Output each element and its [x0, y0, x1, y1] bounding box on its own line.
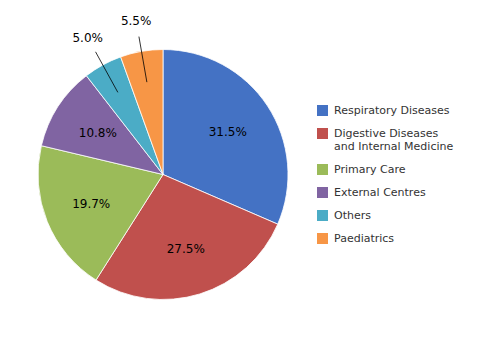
svg-text:10.8%: 10.8%: [79, 126, 117, 140]
svg-text:5.5%: 5.5%: [121, 14, 152, 28]
svg-text:31.5%: 31.5%: [209, 125, 247, 139]
html-text:Paediatrics: Paediatrics: [334, 232, 395, 245]
html-text:and Internal Medicine: and Internal Medicine: [334, 140, 454, 153]
html-text:Respiratory Diseases: Respiratory Diseases: [334, 104, 450, 117]
svg-text:27.5%: 27.5%: [167, 242, 205, 256]
html-text:Others: Others: [334, 209, 371, 222]
html-text:Digestive Diseases: Digestive Diseases: [334, 127, 439, 140]
html-text:External Centres: External Centres: [334, 186, 426, 199]
svg-text:5.0%: 5.0%: [72, 31, 103, 45]
svg-text:19.7%: 19.7%: [72, 197, 110, 211]
html-text:Primary Care: Primary Care: [334, 163, 406, 176]
